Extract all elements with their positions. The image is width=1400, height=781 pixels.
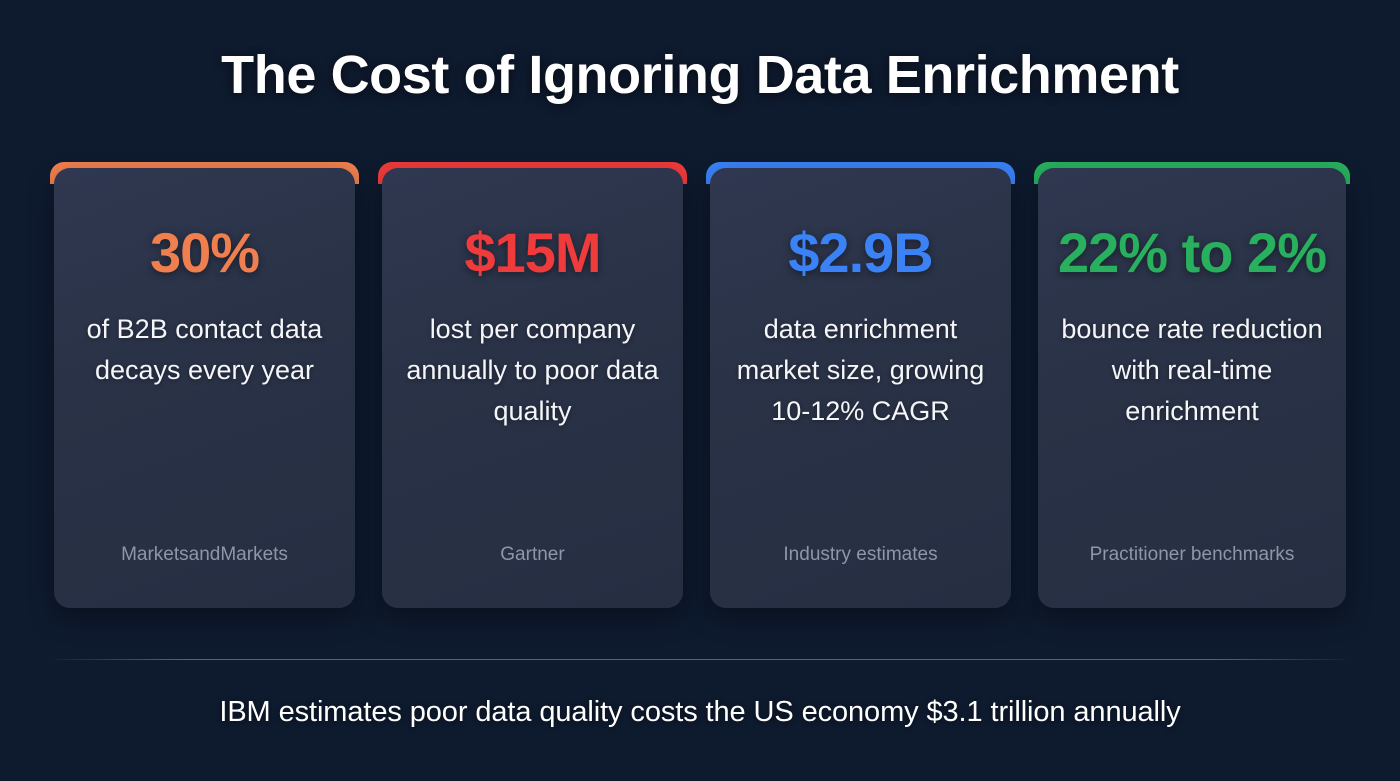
stat-source: Gartner — [500, 544, 565, 565]
stat-value: $15M — [464, 221, 601, 284]
stat-description: of B2B contact data decays every year — [86, 313, 323, 385]
card-accent-bar — [706, 162, 1015, 184]
card-accent-bar — [50, 162, 359, 184]
footer-divider — [54, 659, 1346, 660]
stat-source: MarketsandMarkets — [121, 544, 288, 565]
stat-card: $15M lost per company annually to poor d… — [378, 162, 687, 608]
stat-value: $2.9B — [788, 221, 933, 284]
card-accent-bar — [1034, 162, 1350, 184]
stat-card-row: 30% of B2B contact data decays every yea… — [50, 162, 1350, 608]
page-title: The Cost of Ignoring Data Enrichment — [221, 45, 1179, 105]
stat-card: 30% of B2B contact data decays every yea… — [50, 162, 359, 608]
footer-note: IBM estimates poor data quality costs th… — [219, 696, 1181, 728]
stat-source: Industry estimates — [783, 544, 938, 565]
stat-value: 22% to 2% — [1058, 221, 1327, 284]
stat-source: Practitioner benchmarks — [1089, 544, 1295, 565]
stat-description: data enrichment market size, growing 10-… — [736, 313, 985, 426]
stat-value: 30% — [149, 221, 260, 284]
stat-description: lost per company annually to poor data q… — [406, 313, 659, 426]
stat-card: $2.9B data enrichment market size, growi… — [706, 162, 1015, 608]
stat-card: 22% to 2% bounce rate reduction with rea… — [1034, 162, 1350, 608]
stat-description: bounce rate reduction with real-time enr… — [1061, 313, 1323, 426]
card-accent-bar — [378, 162, 687, 184]
